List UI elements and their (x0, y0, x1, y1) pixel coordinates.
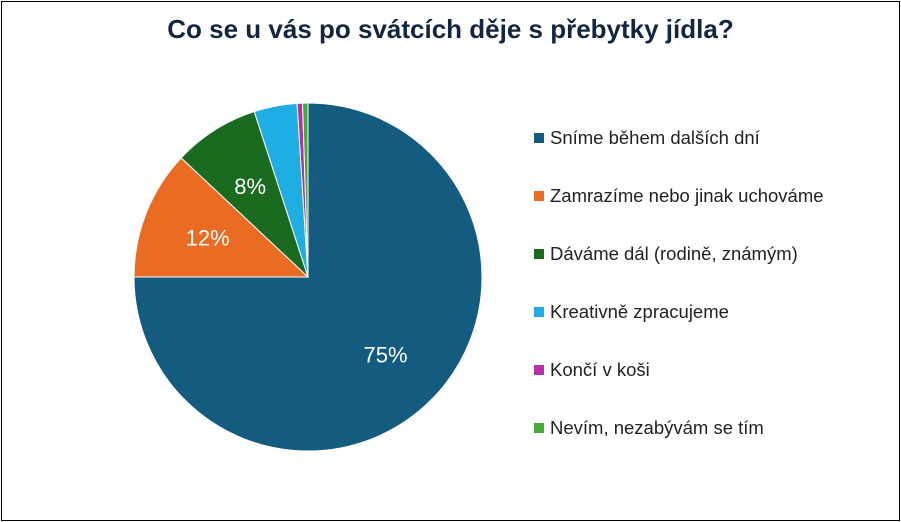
pie-slice-zamrazime-nebo-jinak-uchovame (133, 157, 310, 278)
legend-item-davame-dal-rodine-znamym: Dáváme dál (rodině, známým) (534, 243, 824, 301)
pie-slice-nevim-nezabyvam-se-tim (302, 102, 309, 278)
legend-label: Dáváme dál (rodině, známým) (550, 243, 798, 264)
legend-label: Kreativně zpracujeme (550, 301, 729, 322)
legend-swatch (534, 307, 544, 317)
legend-swatch (534, 365, 544, 375)
legend-label: Sníme během dalších dní (550, 127, 760, 148)
legend-swatch (534, 133, 544, 143)
data-label-snime-behem-dalsich-dni: 75% (363, 343, 407, 368)
legend-swatch (534, 191, 544, 201)
data-label-zamrazime-nebo-jinak-uchovame: 12% (186, 225, 230, 250)
legend-item-kreativne-zpracujeme: Kreativně zpracujeme (534, 301, 824, 359)
pie-data-labels: 75% 12% 8% (186, 174, 408, 368)
legend-swatch (534, 423, 544, 433)
legend-swatch (534, 249, 544, 259)
legend-label: Zamrazíme nebo jinak uchováme (550, 185, 824, 206)
legend-item-konci-v-kosi: Končí v koši (534, 359, 824, 417)
legend-item-snime-behem-dalsich-dni: Sníme během dalších dní (534, 127, 824, 185)
legend-label: Končí v koši (550, 359, 650, 380)
legend-item-zamrazime-nebo-jinak-uchovame: Zamrazíme nebo jinak uchováme (534, 185, 824, 243)
legend-item-nevim-nezabyvam-se-tim: Nevím, nezabývám se tím (534, 417, 824, 475)
chart-title: Co se u vás po svátcích děje s přebytky … (167, 14, 734, 44)
chart-legend: Sníme během dalších dní Zamrazíme nebo ji… (534, 127, 824, 475)
data-label-davame-dal-rodine-znamym: 8% (234, 174, 266, 199)
pie-slices (133, 102, 483, 452)
legend-label: Nevím, nezabývám se tím (550, 417, 764, 438)
